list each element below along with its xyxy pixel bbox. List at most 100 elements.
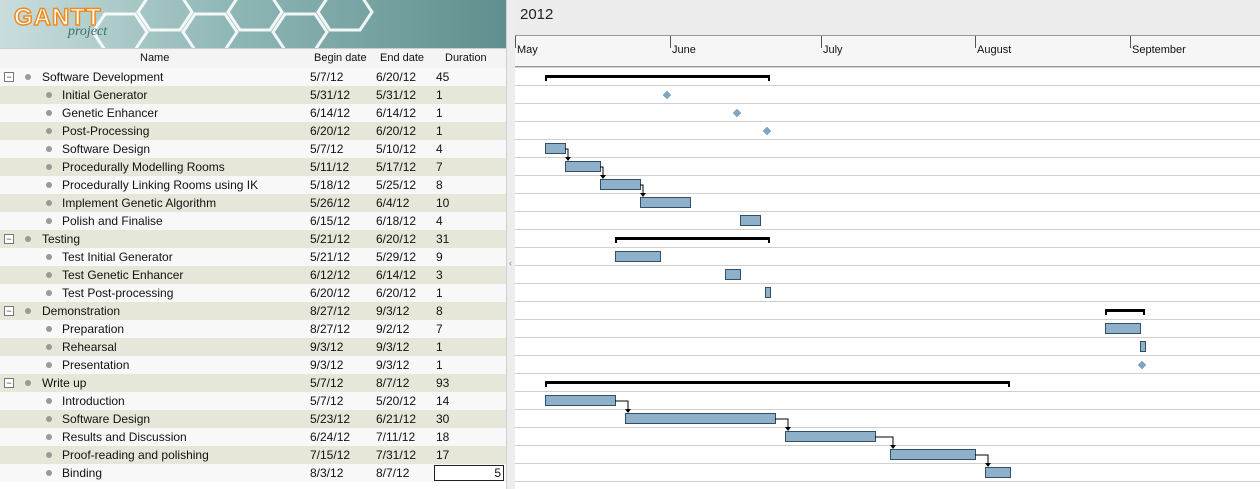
task-bar[interactable] [625, 413, 776, 424]
task-bar[interactable] [565, 161, 601, 172]
duration-cell[interactable]: 31 [436, 232, 450, 246]
task-name[interactable]: Procedurally Modelling Rooms [62, 160, 225, 174]
task-bar[interactable] [615, 251, 661, 262]
task-bar[interactable] [545, 395, 616, 406]
begin-date-cell[interactable]: 7/15/12 [310, 448, 351, 462]
task-bar[interactable] [765, 287, 771, 298]
header-begin-date[interactable]: Begin date [314, 52, 367, 64]
splitter-grip-icon[interactable]: ‹ [509, 258, 512, 268]
task-bar[interactable] [785, 431, 876, 442]
begin-date-cell[interactable]: 5/21/12 [310, 232, 351, 246]
begin-date-cell[interactable]: 9/3/12 [310, 358, 344, 372]
end-date-cell[interactable]: 7/11/12 [376, 430, 416, 444]
table-row[interactable]: − Testing 5/21/12 6/20/12 31 [0, 230, 506, 248]
task-name[interactable]: Test Post-processing [62, 286, 174, 300]
header-name[interactable]: Name [140, 52, 170, 64]
task-bar[interactable] [740, 215, 761, 226]
task-bar[interactable] [1105, 323, 1141, 334]
task-bar[interactable] [640, 197, 691, 208]
begin-date-cell[interactable]: 8/3/12 [310, 466, 344, 480]
begin-date-cell[interactable]: 5/7/12 [310, 376, 344, 390]
task-name[interactable]: Software Development [42, 70, 164, 84]
task-name[interactable]: Proof-reading and polishing [62, 448, 209, 462]
table-row[interactable]: Presentation 9/3/12 9/3/12 1 [0, 356, 506, 374]
end-date-cell[interactable]: 5/17/12 [376, 160, 417, 174]
header-duration[interactable]: Duration [445, 52, 487, 64]
end-date-cell[interactable]: 8/7/12 [376, 376, 410, 390]
begin-date-cell[interactable]: 5/7/12 [310, 142, 344, 156]
end-date-cell[interactable]: 6/20/12 [376, 286, 417, 300]
task-name[interactable]: Initial Generator [62, 88, 148, 102]
milestone-marker[interactable] [662, 90, 672, 100]
milestone-marker[interactable] [732, 108, 742, 118]
task-name[interactable]: Demonstration [42, 304, 121, 318]
task-name[interactable]: Genetic Enhancer [62, 106, 159, 120]
table-row[interactable]: Results and Discussion 6/24/12 7/11/12 18 [0, 428, 506, 446]
task-name[interactable]: Write up [42, 376, 87, 390]
duration-cell[interactable]: 7 [436, 322, 443, 336]
duration-cell[interactable]: 4 [436, 214, 443, 228]
summary-bar[interactable] [545, 381, 1010, 387]
task-bar[interactable] [890, 449, 976, 460]
table-row[interactable]: Initial Generator 5/31/12 5/31/12 1 [0, 86, 506, 104]
end-date-cell[interactable]: 5/20/12 [376, 394, 417, 408]
task-name[interactable]: Binding [62, 466, 103, 480]
table-row[interactable]: Introduction 5/7/12 5/20/12 14 [0, 392, 506, 410]
task-name[interactable]: Results and Discussion [62, 430, 187, 444]
begin-date-cell[interactable]: 6/12/12 [310, 268, 351, 282]
begin-date-cell[interactable]: 6/20/12 [310, 286, 351, 300]
task-name[interactable]: Presentation [62, 358, 130, 372]
task-name[interactable]: Preparation [62, 322, 125, 336]
end-date-cell[interactable]: 6/20/12 [376, 70, 417, 84]
end-date-cell[interactable]: 7/31/12 [376, 448, 417, 462]
task-name[interactable]: Software Design [62, 142, 151, 156]
duration-cell[interactable]: 1 [436, 286, 443, 300]
duration-cell[interactable]: 1 [436, 88, 443, 102]
end-date-cell[interactable]: 5/25/12 [376, 178, 417, 192]
end-date-cell[interactable]: 6/21/12 [376, 412, 417, 426]
task-bar[interactable] [600, 179, 641, 190]
begin-date-cell[interactable]: 5/7/12 [310, 394, 344, 408]
table-row[interactable]: Test Post-processing 6/20/12 6/20/12 1 [0, 284, 506, 302]
task-bar[interactable] [725, 269, 741, 280]
task-bar[interactable] [985, 467, 1011, 478]
end-date-cell[interactable]: 5/31/12 [376, 88, 417, 102]
end-date-cell[interactable]: 5/29/12 [376, 250, 417, 264]
collapse-toggle-icon[interactable]: − [4, 234, 14, 244]
task-name[interactable]: Software Design [62, 412, 151, 426]
table-row[interactable]: Procedurally Modelling Rooms 5/11/12 5/17/… [0, 158, 506, 176]
end-date-cell[interactable]: 9/2/12 [376, 322, 410, 336]
task-name[interactable]: Test Initial Generator [62, 250, 173, 264]
task-bar[interactable] [1140, 341, 1146, 352]
end-date-cell[interactable]: 6/20/12 [376, 124, 417, 138]
task-name[interactable]: Procedurally Linking Rooms using IK [62, 178, 259, 192]
begin-date-cell[interactable]: 5/26/12 [310, 196, 351, 210]
begin-date-cell[interactable]: 6/15/12 [310, 214, 351, 228]
collapse-toggle-icon[interactable]: − [4, 378, 14, 388]
summary-bar[interactable] [615, 237, 770, 243]
table-row[interactable]: Test Initial Generator 5/21/12 5/29/12 9 [0, 248, 506, 266]
end-date-cell[interactable]: 6/18/12 [376, 214, 417, 228]
milestone-marker[interactable] [1137, 360, 1147, 370]
task-name[interactable]: Rehearsal [62, 340, 117, 354]
duration-cell[interactable]: 1 [436, 358, 443, 372]
milestone-marker[interactable] [762, 126, 772, 136]
begin-date-cell[interactable]: 6/14/12 [310, 106, 351, 120]
begin-date-cell[interactable]: 5/21/12 [310, 250, 351, 264]
end-date-cell[interactable]: 6/14/12 [376, 106, 417, 120]
duration-cell[interactable]: 45 [436, 70, 450, 84]
duration-cell[interactable]: 18 [436, 430, 450, 444]
summary-bar[interactable] [545, 75, 770, 81]
duration-cell[interactable]: 17 [436, 448, 450, 462]
begin-date-cell[interactable]: 8/27/12 [310, 304, 351, 318]
task-bar[interactable] [545, 143, 566, 154]
task-name[interactable]: Post-Processing [62, 124, 150, 138]
table-row[interactable]: Software Design 5/23/12 6/21/12 30 [0, 410, 506, 428]
begin-date-cell[interactable]: 5/11/12 [310, 160, 350, 174]
duration-cell[interactable]: 1 [436, 124, 443, 138]
begin-date-cell[interactable]: 9/3/12 [310, 340, 344, 354]
end-date-cell[interactable]: 6/4/12 [376, 196, 410, 210]
table-row[interactable]: Polish and Finalise 6/15/12 6/18/12 4 [0, 212, 506, 230]
duration-cell[interactable]: 4 [436, 142, 443, 156]
duration-cell[interactable]: 9 [436, 250, 443, 264]
